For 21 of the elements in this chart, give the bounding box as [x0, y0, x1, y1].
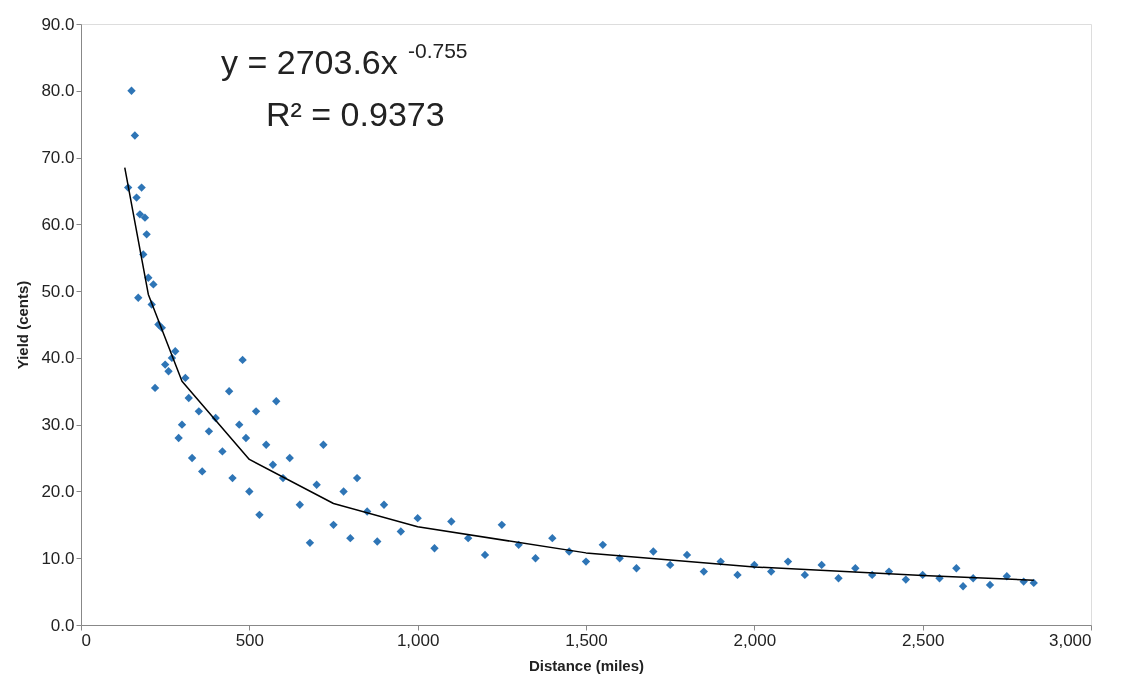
y-tick-label: 40.0 — [41, 348, 75, 368]
y-tick-label: 0.0 — [50, 615, 75, 635]
x-tick-label: 3,000 — [1048, 630, 1092, 650]
x-tick-label: 500 — [235, 630, 265, 650]
x-tick-label: 2,500 — [901, 630, 945, 650]
y-tick-label: 50.0 — [41, 281, 75, 301]
y-tick-label: 30.0 — [41, 415, 75, 435]
y-tick-label: 90.0 — [41, 14, 75, 34]
x-tick-label: 1,500 — [565, 630, 608, 650]
annotation: y = 2703.6x-0.755 — [221, 39, 468, 81]
annotation: R² = 0.9373 — [266, 95, 445, 133]
y-axis-title: Yield (cents) — [14, 280, 32, 370]
y-tick-label: 70.0 — [41, 148, 75, 168]
x-axis-title: Distance (miles) — [528, 656, 645, 674]
y-tick-label: 80.0 — [41, 81, 75, 101]
x-tick-label: 0 — [81, 630, 91, 650]
y-tick-label: 10.0 — [41, 548, 75, 568]
y-tick-label: 20.0 — [41, 481, 75, 501]
x-tick-label: 2,000 — [733, 630, 777, 650]
x-tick-label: 1,000 — [396, 630, 440, 650]
y-tick-label: 60.0 — [41, 214, 75, 234]
